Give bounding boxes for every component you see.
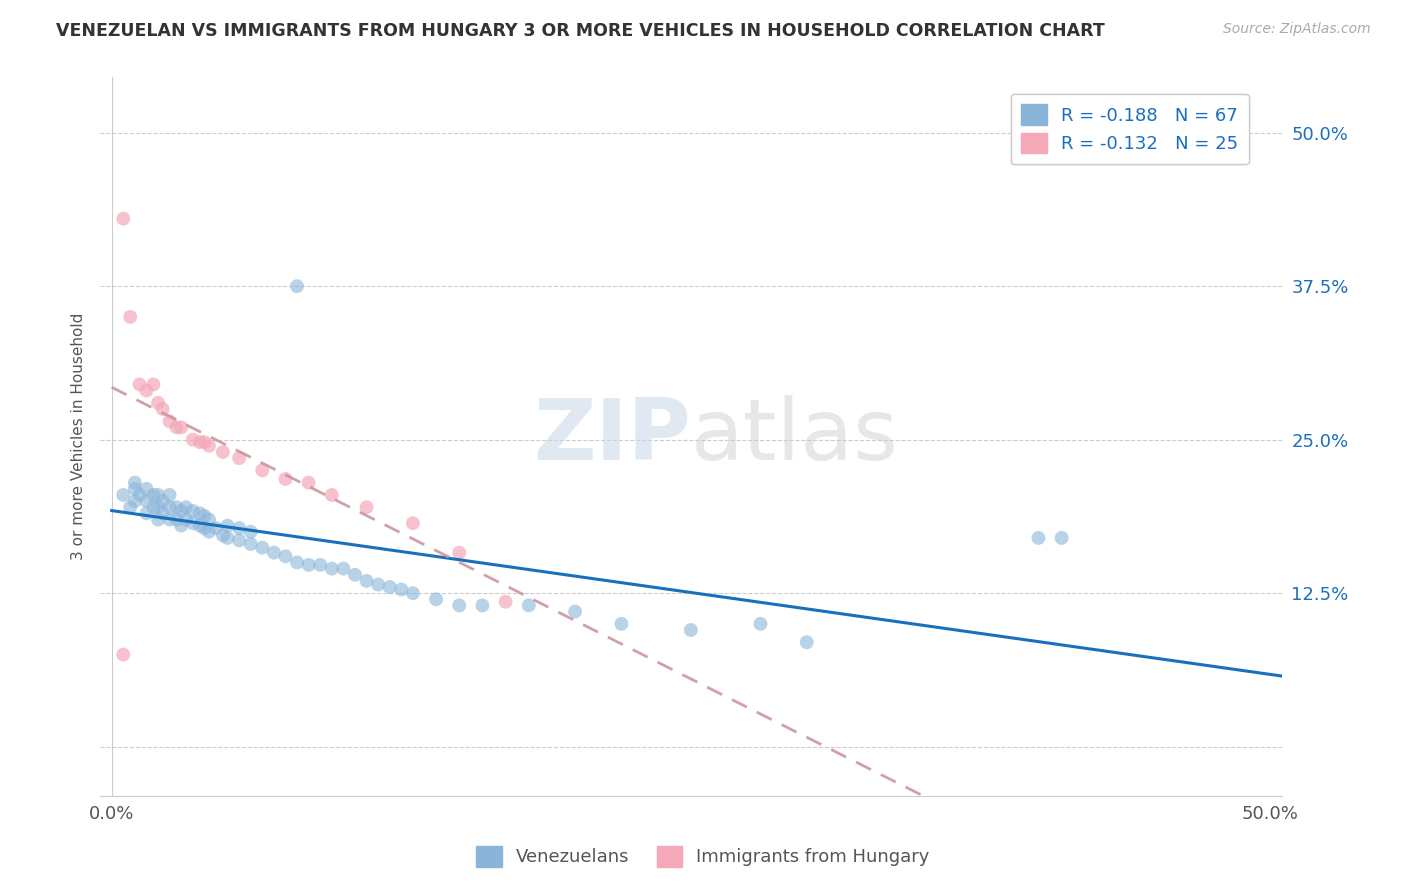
Point <box>188 518 211 533</box>
Point <box>228 533 250 548</box>
Point <box>128 377 150 392</box>
Point <box>367 577 389 591</box>
Point <box>252 463 274 477</box>
Point <box>321 488 343 502</box>
Point <box>159 500 181 515</box>
Point <box>120 500 142 515</box>
Point <box>378 580 401 594</box>
Point <box>285 279 308 293</box>
Point <box>135 384 157 398</box>
Point <box>159 414 181 428</box>
Point <box>389 582 412 597</box>
Point <box>170 420 193 434</box>
Point <box>181 504 204 518</box>
Point <box>152 401 174 416</box>
Point <box>198 439 221 453</box>
Point <box>128 488 150 502</box>
Point <box>152 494 174 508</box>
Point <box>356 500 378 515</box>
Point <box>425 592 447 607</box>
Point <box>495 595 517 609</box>
Point <box>198 524 221 539</box>
Point <box>205 521 228 535</box>
Point <box>471 599 494 613</box>
Point <box>120 310 142 324</box>
Point <box>263 546 285 560</box>
Point <box>217 518 239 533</box>
Point <box>356 574 378 588</box>
Text: Source: ZipAtlas.com: Source: ZipAtlas.com <box>1223 22 1371 37</box>
Point <box>309 558 332 572</box>
Point <box>332 561 354 575</box>
Text: atlas: atlas <box>690 395 898 478</box>
Point <box>193 435 215 450</box>
Point <box>239 524 262 539</box>
Point <box>449 599 471 613</box>
Point <box>796 635 818 649</box>
Point <box>146 488 169 502</box>
Point <box>1028 531 1050 545</box>
Point <box>402 516 425 531</box>
Point <box>193 521 215 535</box>
Point <box>181 433 204 447</box>
Point <box>252 541 274 555</box>
Point <box>212 528 235 542</box>
Point <box>188 506 211 520</box>
Point <box>402 586 425 600</box>
Text: VENEZUELAN VS IMMIGRANTS FROM HUNGARY 3 OR MORE VEHICLES IN HOUSEHOLD CORRELATIO: VENEZUELAN VS IMMIGRANTS FROM HUNGARY 3 … <box>56 22 1105 40</box>
Point <box>142 488 165 502</box>
Point <box>181 516 204 531</box>
Point <box>170 518 193 533</box>
Point <box>212 445 235 459</box>
Point <box>679 623 702 637</box>
Point <box>517 599 540 613</box>
Point <box>198 512 221 526</box>
Point <box>298 558 321 572</box>
Point <box>285 556 308 570</box>
Point <box>274 472 297 486</box>
Point <box>228 451 250 466</box>
Point <box>298 475 321 490</box>
Point <box>124 482 146 496</box>
Point <box>159 488 181 502</box>
Point <box>174 512 197 526</box>
Point <box>135 482 157 496</box>
Point <box>174 500 197 515</box>
Point <box>228 521 250 535</box>
Point <box>274 549 297 564</box>
Point <box>564 605 586 619</box>
Point <box>449 546 471 560</box>
Point <box>112 211 135 226</box>
Point <box>166 500 188 515</box>
Point <box>166 420 188 434</box>
Point <box>749 616 772 631</box>
Point <box>170 504 193 518</box>
Point <box>135 494 157 508</box>
Point <box>142 500 165 515</box>
Point <box>610 616 633 631</box>
Point <box>166 512 188 526</box>
Legend: R = -0.188   N = 67, R = -0.132   N = 25: R = -0.188 N = 67, R = -0.132 N = 25 <box>1011 94 1249 164</box>
Point <box>146 500 169 515</box>
Point <box>321 561 343 575</box>
Point <box>1050 531 1073 545</box>
Point <box>239 537 262 551</box>
Point <box>124 475 146 490</box>
Point <box>146 396 169 410</box>
Point <box>135 506 157 520</box>
Point <box>193 508 215 523</box>
Point <box>217 531 239 545</box>
Y-axis label: 3 or more Vehicles in Household: 3 or more Vehicles in Household <box>72 313 86 560</box>
Point <box>152 506 174 520</box>
Point <box>124 494 146 508</box>
Text: ZIP: ZIP <box>533 395 690 478</box>
Legend: Venezuelans, Immigrants from Hungary: Venezuelans, Immigrants from Hungary <box>470 838 936 874</box>
Point <box>112 648 135 662</box>
Point <box>343 567 366 582</box>
Point <box>159 512 181 526</box>
Point <box>142 377 165 392</box>
Point <box>146 512 169 526</box>
Point <box>188 435 211 450</box>
Point <box>112 488 135 502</box>
